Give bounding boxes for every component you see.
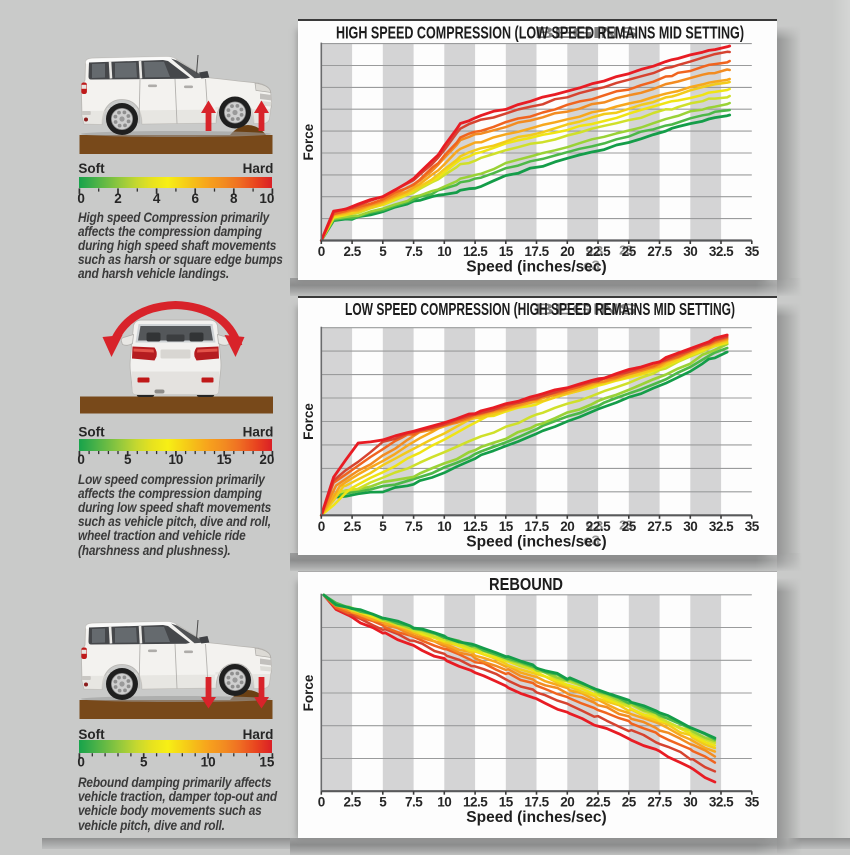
svg-text:27.5: 27.5 [647, 795, 672, 810]
svg-text:12.5: 12.5 [463, 519, 488, 534]
svg-text:Speed (inches/sec): Speed (inches/sec) [466, 259, 606, 276]
svg-text:0: 0 [77, 452, 85, 467]
svg-text:5: 5 [379, 519, 387, 534]
svg-text:27.5: 27.5 [647, 244, 672, 259]
svg-text:20: 20 [259, 452, 274, 467]
svg-text:35: 35 [745, 519, 760, 534]
svg-text:35: 35 [745, 795, 760, 810]
svg-text:5: 5 [379, 244, 387, 259]
svg-text:17.5: 17.5 [524, 244, 549, 259]
svg-text:Force: Force [301, 123, 316, 160]
svg-text:Hard: Hard [243, 425, 274, 440]
svg-text:Hard: Hard [243, 161, 274, 176]
svg-text:2.5: 2.5 [343, 795, 361, 810]
svg-text:7.5: 7.5 [405, 795, 423, 810]
svg-text:10: 10 [437, 244, 451, 259]
svg-text:REBOUND: REBOUND [489, 574, 563, 594]
svg-text:20: 20 [560, 519, 574, 534]
svg-text:20: 20 [560, 244, 574, 259]
svg-text:12.5: 12.5 [463, 795, 488, 810]
svg-text:Soft: Soft [78, 425, 105, 440]
svg-text:10: 10 [201, 754, 216, 769]
svg-text:7.5: 7.5 [405, 244, 423, 259]
svg-text:Soft: Soft [78, 727, 105, 742]
svg-text:Hard: Hard [243, 727, 274, 742]
svg-text:15: 15 [499, 795, 514, 810]
svg-text:10: 10 [437, 795, 451, 810]
svg-text:30: 30 [683, 519, 697, 534]
svg-text:22.5: 22.5 [586, 519, 611, 534]
svg-text:2: 2 [114, 191, 122, 206]
svg-text:Force: Force [301, 403, 316, 440]
svg-text:5: 5 [379, 795, 387, 810]
svg-text:15: 15 [499, 519, 514, 534]
svg-text:HIGH SPEED COMPRESSION (LOW SP: HIGH SPEED COMPRESSION (LOW SPEED REMAIN… [336, 23, 744, 43]
svg-text:9.3: 9.3 [585, 244, 603, 259]
svg-text:8: 8 [230, 191, 238, 206]
svg-text:25: 25 [622, 519, 637, 534]
svg-text:4: 4 [153, 191, 161, 206]
svg-text:25: 25 [622, 795, 637, 810]
svg-text:15: 15 [259, 754, 275, 769]
svg-text:LOW SPEED COMPRESSION (HIGH SP: LOW SPEED COMPRESSION (HIGH SPEED REMAIN… [345, 299, 735, 319]
svg-text:17.5: 17.5 [524, 795, 549, 810]
svg-text:7.5: 7.5 [405, 519, 423, 534]
svg-text:5: 5 [124, 452, 132, 467]
svg-text:10: 10 [259, 191, 274, 206]
svg-text:27.5: 27.5 [647, 519, 672, 534]
svg-text:25: 25 [622, 244, 637, 259]
svg-text:2.5: 2.5 [343, 244, 361, 259]
svg-text:0: 0 [318, 795, 325, 810]
svg-text:c3: c3 [583, 532, 600, 549]
svg-text:22.5: 22.5 [586, 795, 611, 810]
svg-text:0: 0 [318, 244, 325, 259]
svg-text:12.5: 12.5 [463, 244, 488, 259]
svg-text:32.5: 32.5 [709, 519, 734, 534]
svg-text:BEGINS: BEGINS [535, 25, 638, 42]
svg-text:2.5: 2.5 [343, 519, 361, 534]
svg-text:5: 5 [140, 754, 148, 769]
svg-text:10: 10 [168, 452, 183, 467]
svg-text:Force: Force [301, 674, 316, 711]
svg-text:0: 0 [318, 519, 325, 534]
svg-text:Speed (inches/sec): Speed (inches/sec) [466, 809, 606, 826]
svg-text:15: 15 [217, 452, 233, 467]
svg-text:30: 30 [683, 795, 697, 810]
svg-text:6: 6 [191, 191, 199, 206]
svg-text:23: 23 [619, 517, 633, 532]
svg-text:22.5: 22.5 [586, 244, 611, 259]
svg-text:Speed (inches/sec): Speed (inches/sec) [466, 533, 606, 550]
svg-text:35: 35 [745, 244, 760, 259]
svg-text:BEGINS: BEGINS [535, 302, 638, 319]
svg-text:32.5: 32.5 [709, 244, 734, 259]
svg-text:0: 0 [77, 754, 85, 769]
svg-text:23: 23 [619, 243, 633, 258]
svg-text:9.3: 9.3 [585, 518, 603, 533]
svg-text:c3: c3 [583, 258, 600, 275]
svg-text:17.5: 17.5 [524, 519, 549, 534]
svg-text:Soft: Soft [78, 161, 105, 176]
svg-text:20: 20 [560, 795, 574, 810]
svg-text:0: 0 [77, 191, 85, 206]
svg-text:10: 10 [437, 519, 451, 534]
svg-text:32.5: 32.5 [709, 795, 734, 810]
svg-text:30: 30 [683, 244, 697, 259]
svg-text:15: 15 [499, 244, 514, 259]
